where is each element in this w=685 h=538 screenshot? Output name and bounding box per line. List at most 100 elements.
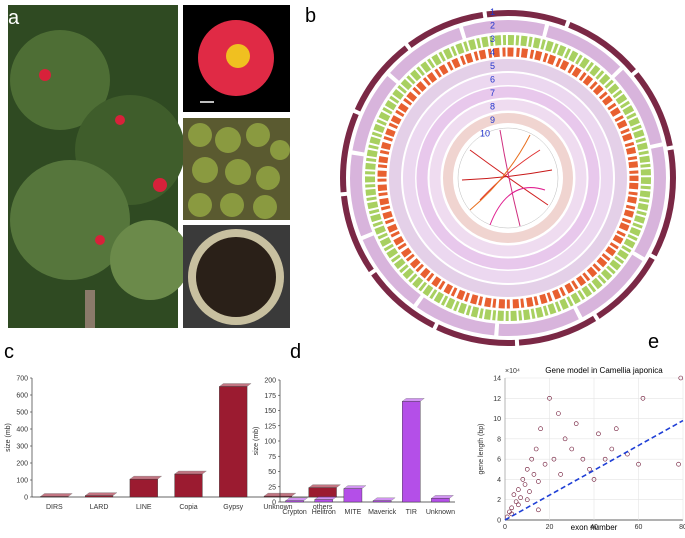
point [516,502,521,508]
y-tick-label: 8 [497,436,501,443]
bar-top [372,497,396,501]
photo-tree-foliage [10,30,190,328]
x-tick-label: Unknown [263,504,292,511]
point [613,426,619,432]
point [533,446,539,452]
point [516,487,521,492]
y-axis-label: size (mb) [5,423,12,452]
y-tick-label: 50 [268,469,276,476]
point [529,456,535,462]
point [522,482,528,487]
y-tick-label: 100 [264,439,276,446]
y-tick-label: 75 [268,454,276,461]
x-tick-label: 80 [679,524,685,531]
point [676,461,681,467]
bar [308,487,337,498]
track-label: 4 [490,48,495,58]
point [509,505,514,511]
point [636,461,641,467]
bar-top [129,475,163,480]
bar [174,473,203,498]
bar-top [308,484,342,488]
point [640,395,646,401]
y-axis-label: size (mb) [253,427,260,456]
x-tick-label: TIR [406,509,417,516]
bar [314,499,333,503]
y-tick-label: 4 [497,477,501,484]
y-tick-label: 300 [16,444,28,451]
panel-label: c [4,341,14,363]
seeds [196,237,276,317]
y-tick-label: 200 [16,461,28,468]
x-tick-label: DIRS [46,504,63,511]
bar-top [174,470,207,475]
x-tick-label: Maverick [368,509,397,516]
fruits [188,123,290,219]
y-tick-label: 12 [493,396,501,403]
y-tick-label: 500 [16,410,28,417]
bar-top [401,398,425,402]
point [509,511,514,517]
point [573,421,579,426]
point [538,426,543,432]
bar-top [284,497,309,501]
x-tick-label: others [313,504,333,511]
y-tick-label: 0 [497,518,501,525]
track-label: 1 [490,7,495,17]
x-tick-label: LINE [136,504,152,511]
y-tick-label: 700 [16,376,28,383]
point [562,436,568,442]
track-label: 3 [490,34,495,44]
point [531,472,537,477]
track-label: 10 [480,129,490,139]
circos-plot [340,10,676,346]
bar [343,488,363,503]
y-tick-label: 150 [264,408,276,415]
y-tick-label: 0 [24,495,28,502]
y-tick-label: 100 [16,478,28,485]
track-label: 8 [490,102,495,112]
bar-top [218,383,252,387]
track-label: 2 [490,21,495,31]
bar-top [430,495,455,499]
flower-center [226,44,250,68]
y-axis-label: gene length (bp) [478,424,485,475]
panel-label: a [8,7,20,29]
point [520,477,526,482]
x-tick-label: 60 [635,524,643,531]
point [609,446,615,452]
y-tick-label: 25 [268,484,276,491]
point [536,479,541,484]
x-tick-label: Crypton [282,509,307,516]
x-tick-label: MITE [345,509,362,516]
x-tick-label: Gypsy [223,504,243,511]
bar-top [343,485,367,489]
point [558,472,563,477]
track-label: 9 [490,115,495,125]
panel-label: d [290,341,301,363]
y-multiplier: ×10⁴ [505,368,520,375]
point [518,495,523,500]
point [580,456,586,462]
y-tick-label: 0 [272,500,276,507]
x-tick-label: 0 [503,524,507,531]
bar-top [84,492,118,496]
point [591,477,597,482]
point [547,395,552,401]
point [542,461,548,467]
bar [129,478,158,498]
y-tick-label: 125 [264,423,276,430]
track-label: 6 [490,75,495,85]
point [556,411,561,416]
point [511,492,517,497]
point [513,499,519,505]
y-tick-label: 200 [264,378,276,385]
fit-line [504,419,684,521]
x-tick-label: LARD [90,504,109,511]
bar [402,401,421,503]
y-tick-label: 175 [264,393,276,400]
y-tick-label: 2 [497,497,501,504]
y-tick-label: 400 [16,427,28,434]
point [536,507,541,513]
